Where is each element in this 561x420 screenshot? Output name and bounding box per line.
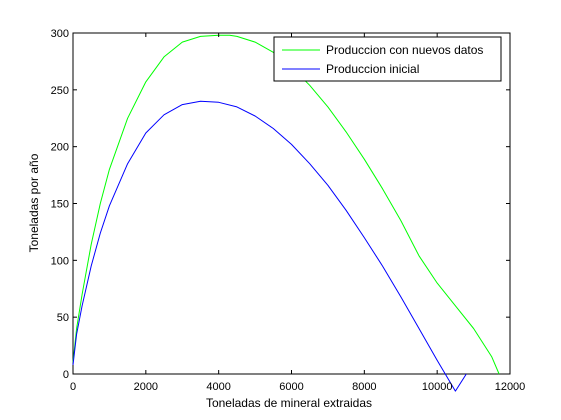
series-line-1 (72, 100, 467, 392)
y-tick-label-6: 300 (51, 28, 69, 40)
x-tick-label-1: 2000 (134, 381, 158, 393)
legend: Produccion con nuevos datos Produccion i… (273, 36, 502, 82)
x-tick-label-0: 0 (70, 381, 76, 393)
series-line-0 (72, 34, 500, 375)
y-axis-label: Toneladas por año (27, 153, 41, 252)
plot-area (72, 32, 511, 375)
y-tick-label-4: 200 (51, 142, 69, 154)
x-tick-label-3: 6000 (279, 381, 303, 393)
series-group (72, 34, 500, 392)
legend-label-inicial: Produccion inicial (326, 62, 419, 76)
x-axis-label: Toneladas de mineral extraidas (206, 396, 372, 410)
y-tick-label-1: 50 (57, 312, 69, 324)
x-tick-label-4: 8000 (352, 381, 376, 393)
x-tick-label-2: 4000 (206, 381, 230, 393)
y-tick-label-3: 150 (51, 199, 69, 211)
y-tick-label-5: 250 (51, 85, 69, 97)
x-tick-label-6: 12000 (495, 381, 526, 393)
y-axis-ticks: 0 50 100 150 200 250 300 (51, 28, 510, 381)
y-tick-label-2: 100 (51, 255, 69, 267)
legend-box (273, 36, 502, 82)
legend-label-nuevos-datos: Produccion con nuevos datos (326, 43, 483, 57)
x-tick-label-5: 10000 (422, 381, 453, 393)
y-tick-label-0: 0 (63, 369, 69, 381)
x-axis-ticks: 0 2000 4000 6000 8000 10000 12000 (70, 33, 525, 393)
